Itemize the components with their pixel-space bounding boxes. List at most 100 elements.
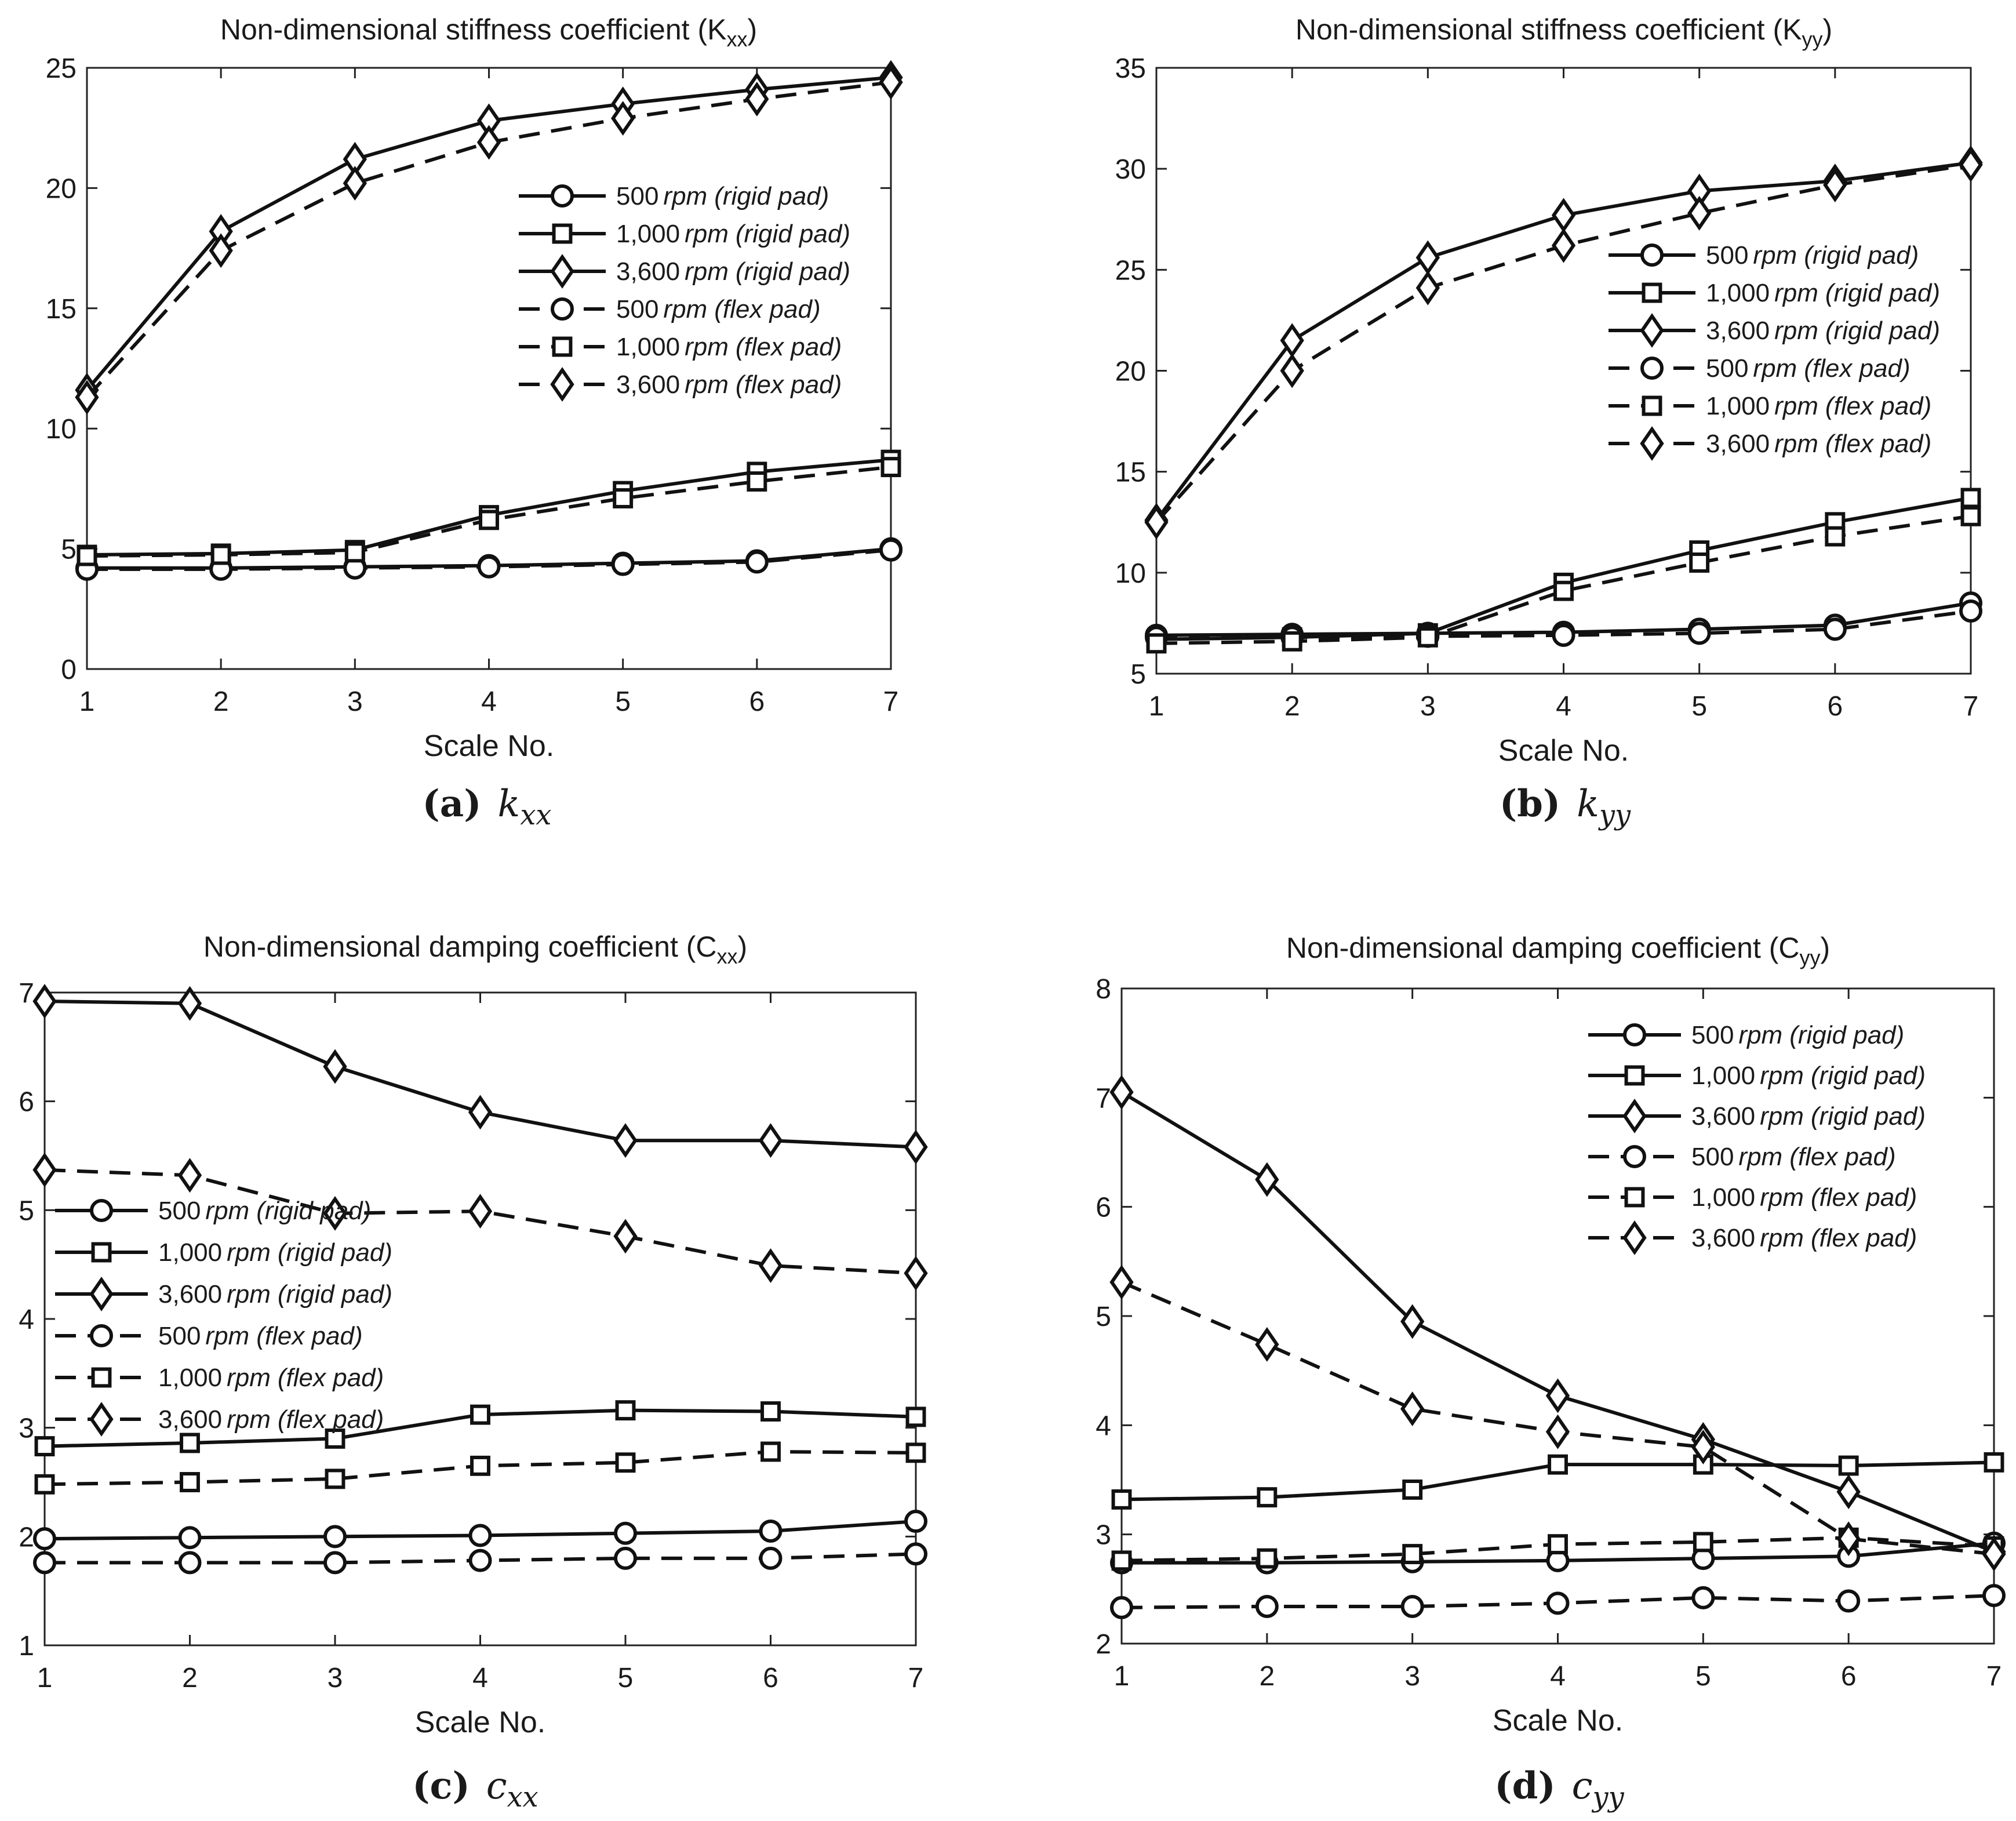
y-tick-label: 15 [46, 294, 77, 325]
legend-label: 500 rpm (flex pad) [158, 1322, 363, 1350]
legend-condition: (rigid pad) [278, 1238, 392, 1267]
series-3-600-rpm-flex-pad- [1109, 1264, 2006, 1572]
legend-speed: 3,600 [616, 370, 680, 399]
caption-label: (d) [1494, 1764, 1555, 1808]
legend-marker [1640, 357, 1664, 380]
y-tick-label: 10 [46, 414, 77, 445]
data-point [760, 1441, 781, 1462]
legend-condition: (flex pad) [256, 1322, 362, 1350]
data-point [323, 1049, 347, 1084]
legend-marker [1640, 243, 1664, 267]
data-point [177, 986, 202, 1021]
data-point [1551, 198, 1576, 233]
caption-subscript: yy [1598, 799, 1631, 831]
chart-title-close: ) [1821, 932, 1831, 964]
x-tick-label: 2 [182, 1663, 198, 1693]
caption-subscript: xx [507, 1781, 538, 1813]
legend-condition: (rigid pad) [1789, 1021, 1904, 1049]
data-point [1548, 1534, 1568, 1555]
y-tick-label: 6 [1096, 1193, 1111, 1223]
x-tick-label: 2 [1284, 691, 1300, 722]
chart-title: Non-dimensional stiffness coefficient (K… [1296, 13, 1832, 51]
legend-marker [551, 184, 574, 208]
data-point [470, 1455, 490, 1476]
chart-title-subscript: yy [1802, 27, 1822, 51]
data-point [1982, 1536, 2006, 1572]
caption-label: (a) [423, 782, 482, 826]
x-tick-label: 4 [1556, 691, 1571, 722]
x-axis-label: Scale No. [415, 1706, 545, 1739]
series-1-000-rpm-flex-pad- [34, 1441, 926, 1495]
y-tick-label: 7 [19, 978, 34, 1009]
legend-label: 500 rpm (flex pad) [1706, 354, 1911, 383]
legend-speed: 500 [158, 1197, 201, 1225]
legend-marker [1642, 395, 1662, 416]
data-point [1960, 488, 1981, 508]
series-1-000-rpm-flex-pad- [77, 457, 901, 566]
chart-title-subscript: xx [726, 27, 747, 51]
data-point [1959, 147, 1983, 183]
data-point [1552, 623, 1575, 647]
data-point [323, 1196, 347, 1231]
legend-label: 500 rpm (flex pad) [1691, 1143, 1896, 1171]
legend-marker [1640, 313, 1664, 348]
x-tick-label: 5 [618, 1663, 634, 1693]
legend-speed: 500 [1706, 241, 1748, 270]
panel-caption: (c) cxx [412, 1764, 538, 1813]
plot-area [43, 991, 917, 1646]
legend-label: 500 rpm (rigid pad) [1691, 1021, 1904, 1049]
legend-speed: 1,000 [158, 1238, 222, 1267]
y-tick-label: 30 [1115, 154, 1146, 185]
x-tick-label: 1 [1149, 691, 1165, 722]
legend-condition: (flex pad) [736, 370, 842, 399]
data-point [477, 555, 501, 579]
legend-marker [1622, 1099, 1647, 1133]
legend-label: 3,600 rpm (flex pad) [158, 1405, 384, 1434]
legend-condition: (rigid pad) [1811, 1062, 1926, 1090]
x-tick-label: 6 [1841, 1661, 1857, 1692]
legend-speed: 1,000 [616, 333, 680, 361]
legend: 500 rpm (rigid pad)1,000 rpm (rigid pad)3,60… [55, 1197, 392, 1437]
legend-condition: (rigid pad) [1825, 317, 1940, 345]
legend-condition: (flex pad) [736, 333, 842, 361]
legend-condition: (flex pad) [278, 1405, 384, 1434]
legend-unit: rpm [1760, 1102, 1804, 1131]
series-500-rpm-flex-pad- [75, 538, 903, 581]
chart-panel-b: 5 10 15 20 25 30 35 1 2 3 4 5 6 7 Non-dimensional stif… [1115, 13, 1983, 831]
caption-variable: c [1572, 1765, 1593, 1808]
data-point [759, 1519, 783, 1543]
x-tick-label: 3 [1404, 1661, 1420, 1692]
data-point [614, 1521, 637, 1545]
data-point [180, 1472, 200, 1492]
data-point [1545, 1378, 1570, 1413]
y-tick-label: 15 [1115, 457, 1146, 488]
legend-condition: (flex pad) [1804, 354, 1910, 383]
y-tick-label: 0 [61, 655, 77, 685]
y-tick-label: 1 [19, 1631, 34, 1662]
data-point [1553, 580, 1574, 601]
legend-speed: 1,000 [1691, 1183, 1755, 1212]
panel-caption: (d) cyy [1494, 1764, 1624, 1813]
data-point [1687, 195, 1712, 231]
x-axis-label: Scale No. [1493, 1704, 1623, 1738]
legend-speed: 3,600 [1691, 1224, 1755, 1252]
data-point [1687, 621, 1711, 645]
series-500-rpm-flex-pad- [1110, 1584, 2006, 1619]
data-point [34, 1474, 55, 1495]
data-point [879, 64, 903, 100]
caption-variable: k [1577, 783, 1599, 826]
data-point [1691, 1430, 1715, 1464]
x-tick-label: 3 [327, 1663, 343, 1693]
legend-marker [552, 336, 573, 357]
legend-label: 1,000 rpm (rigid pad) [1706, 279, 1940, 307]
x-tick-label: 4 [1550, 1661, 1566, 1692]
legend-unit: rpm [1774, 279, 1818, 307]
data-point [1282, 631, 1302, 652]
legend-unit: rpm [227, 1364, 271, 1392]
y-tick-label: 4 [1096, 1411, 1111, 1441]
legend-condition: (flex pad) [1789, 1143, 1895, 1171]
legend-unit: rpm [1760, 1224, 1804, 1252]
x-axis-label: Scale No. [1498, 734, 1629, 768]
data-point [905, 1406, 926, 1427]
x-tick-label: 7 [1986, 1661, 2002, 1692]
